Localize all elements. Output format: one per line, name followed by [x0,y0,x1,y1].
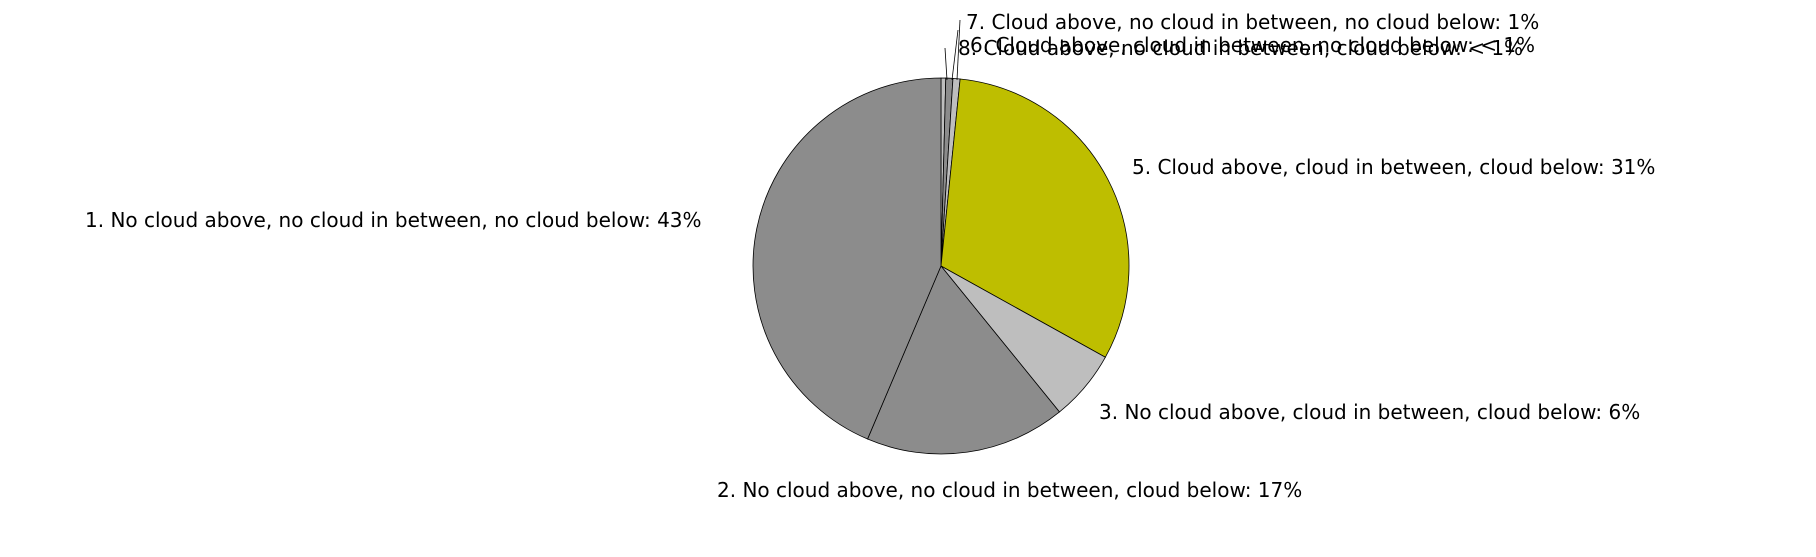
slice-label-4: 5. Cloud above, cloud in between, cloud … [1132,155,1655,179]
slice-label-7: 1. No cloud above, no cloud in between, … [85,208,702,232]
pie-labels: 8. Cloud above, no cloud in between, clo… [85,10,1655,502]
pie-slice-4 [940,78,1130,358]
slice-label-1: 8. Cloud above, no cloud in between, clo… [958,36,1523,60]
slice-label-2: 6. Cloud above, cloud in between, no clo… [970,33,1535,57]
leader-line-3 [956,19,961,81]
leader-line-2 [951,29,959,81]
leader-line-1 [944,47,948,81]
slice-label-3: 7. Cloud above, no cloud in between, no … [966,10,1539,34]
pie-leader-lines [944,19,961,81]
slice-label-5: 3. No cloud above, cloud in between, clo… [1099,400,1640,424]
pie-slice-6 [867,265,1061,455]
pie-slices [752,77,1130,455]
pie-slice-7 [752,77,942,440]
slice-label-6: 2. No cloud above, no cloud in between, … [717,478,1302,502]
